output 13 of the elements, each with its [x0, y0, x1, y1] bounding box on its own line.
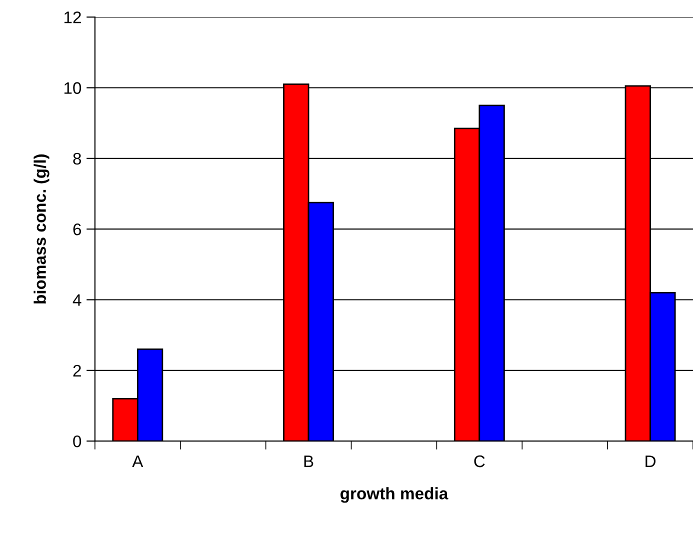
y-tick-label: 10: [64, 82, 82, 94]
x-axis-title: growth media: [340, 487, 448, 503]
y-tick-label: 2: [73, 364, 81, 376]
x-tick-label: D: [646, 456, 656, 468]
y-tick-label: 0: [73, 435, 82, 448]
y-tick-label: 6: [73, 223, 82, 236]
y-tick-label: 4: [72, 294, 82, 306]
y-tick-label: 8: [73, 152, 82, 165]
y-axis-title: biomass conc. (g/l): [34, 154, 50, 304]
x-tick-label: C: [474, 455, 485, 468]
x-tick-label: A: [132, 456, 144, 468]
x-tick-label: B: [304, 456, 314, 468]
y-tick-label: 12: [64, 11, 81, 24]
